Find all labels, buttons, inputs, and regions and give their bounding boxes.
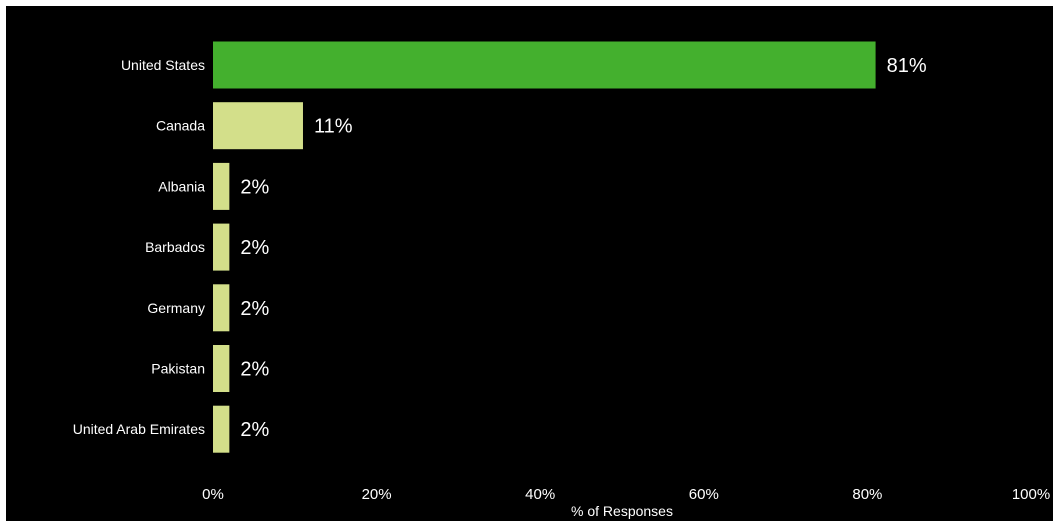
value-label-united-arab-emirates: 2% [240,419,269,441]
x-axis-title: % of Responses [571,503,673,519]
bar-germany [213,284,230,332]
bar-canada [213,102,303,150]
bar-barbados [213,223,230,271]
category-label-united-states: United States [121,57,205,73]
x-tick-label-60: 60% [689,486,719,503]
x-tick-label-0: 0% [202,486,224,503]
value-label-united-states: 81% [887,55,927,77]
bar-united-arab-emirates [213,405,230,453]
value-label-albania: 2% [240,176,269,198]
chart-background [6,6,1053,521]
category-labels: United States Canada Albania Barbados German… [73,57,206,437]
x-tick-label-100: 100% [1012,486,1050,503]
category-label-united-arab-emirates: United Arab Emirates [73,421,205,437]
category-label-barbados: Barbados [145,239,205,255]
x-tick-labels: 0% 20% 40% 60% 80% 100% [202,486,1050,503]
x-tick-label-40: 40% [525,486,555,503]
value-labels: 81% 11% 2% 2% 2% 2% 2% [240,55,926,441]
category-label-albania: Albania [158,178,205,194]
x-tick-label-20: 20% [362,486,392,503]
value-label-germany: 2% [240,298,269,320]
bar-albania [213,162,230,210]
category-label-canada: Canada [156,118,205,134]
value-label-barbados: 2% [240,237,269,259]
bar-united-states [213,41,876,89]
category-label-pakistan: Pakistan [151,361,205,377]
bar-pakistan [213,345,230,392]
bars-layer [213,41,876,453]
value-label-pakistan: 2% [240,359,269,381]
category-label-germany: Germany [147,300,205,316]
value-label-canada: 11% [314,116,353,138]
x-tick-label-80: 80% [852,486,882,503]
